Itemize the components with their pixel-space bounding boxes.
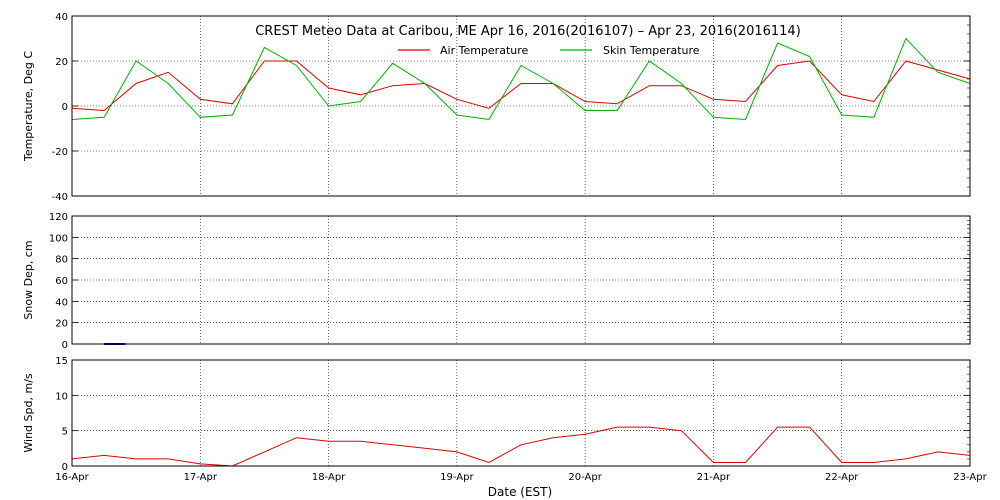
x-axis-title: Date (EST) <box>488 485 552 499</box>
legend-label: Skin Temperature <box>603 44 700 57</box>
panel-1: 0 20 40 60 80 100 120 Snow Dep, cm <box>22 212 971 351</box>
panel-frame <box>71 215 971 345</box>
series-line-panel2-0 <box>71 426 971 467</box>
x-tick-label: 19-Apr <box>440 472 474 483</box>
y-tick-label: 40 <box>55 297 68 308</box>
legend-label: Air Temperature <box>440 44 529 57</box>
y-tick-label: -40 <box>52 192 68 203</box>
panel-2: 0 5 10 15 Wind Spd, m/s <box>22 356 971 473</box>
series-line-air-temperature <box>71 60 971 112</box>
y-tick-label: 20 <box>55 57 68 68</box>
y-tick-label: 120 <box>49 212 68 223</box>
y-axis-title: Wind Spd, m/s <box>22 373 35 453</box>
y-tick-label: 0 <box>62 462 68 473</box>
y-tick-label: 80 <box>55 255 68 266</box>
panels: -40 -20 0 20 40 Temperature, Deg C Air Tempera… <box>22 12 988 483</box>
y-tick-label: 10 <box>55 391 68 402</box>
x-tick-label: 18-Apr <box>312 472 346 483</box>
y-tick-label: 40 <box>55 12 68 23</box>
y-tick-label: 0 <box>62 340 68 351</box>
panel-0: -40 -20 0 20 40 Temperature, Deg C Air Tempera… <box>22 12 971 203</box>
y-tick-label: 20 <box>55 319 68 330</box>
x-tick-label: 16-Apr <box>55 472 89 483</box>
y-axis-title: Temperature, Deg C <box>22 51 35 162</box>
x-tick-label: 21-Apr <box>697 472 731 483</box>
y-tick-label: 5 <box>62 427 68 438</box>
panel-frame <box>71 359 971 467</box>
y-tick-label: 15 <box>55 356 68 367</box>
y-tick-label: 0 <box>62 102 68 113</box>
x-tick-label: 22-Apr <box>825 472 859 483</box>
chart-title: CREST Meteo Data at Caribou, ME Apr 16, … <box>255 24 801 39</box>
x-tick-label: 17-Apr <box>184 472 218 483</box>
x-tick-label: 23-Apr <box>953 472 987 483</box>
x-tick-label: 20-Apr <box>568 472 602 483</box>
y-tick-label: 100 <box>49 233 68 244</box>
series-line-skin-temperature <box>71 37 971 121</box>
y-tick-label: 60 <box>55 276 68 287</box>
panel-frame <box>71 15 971 197</box>
y-tick-label: -20 <box>52 147 68 158</box>
y-axis-title: Snow Dep, cm <box>22 240 35 319</box>
